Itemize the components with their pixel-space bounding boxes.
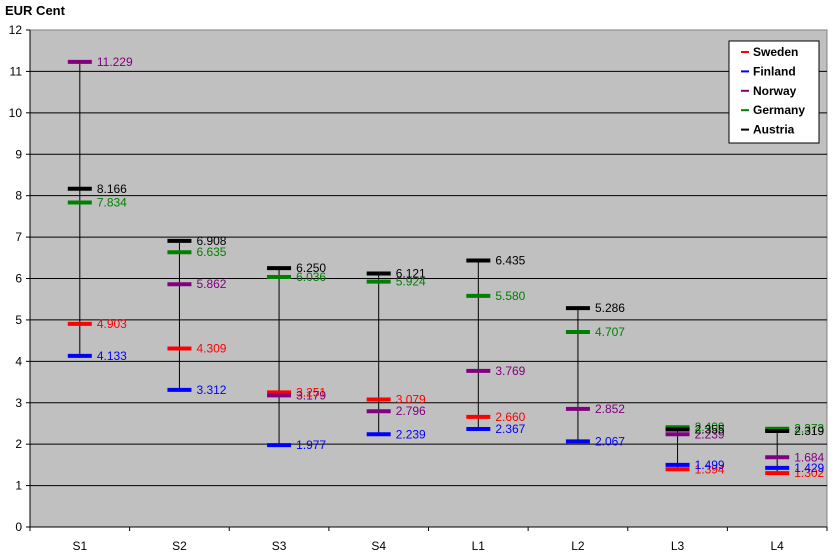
- norway-data-label: 11.229: [97, 55, 133, 69]
- finland-data-label: 1.429: [794, 461, 824, 475]
- y-tick-label: 10: [9, 106, 23, 120]
- y-tick-label: 3: [15, 396, 22, 410]
- x-tick-label: S3: [272, 539, 287, 553]
- austria-data-label: 8.166: [97, 182, 127, 196]
- sweden-data-label: 1.394: [695, 462, 725, 476]
- sweden-data-label: 1.302: [794, 466, 824, 480]
- norway-data-label: 5.862: [196, 277, 226, 291]
- finland-data-label: 2.239: [396, 427, 426, 441]
- y-tick-label: 1: [15, 479, 22, 493]
- austria-data-label: 6.908: [196, 234, 226, 248]
- sweden-data-label: 3.251: [296, 385, 326, 399]
- norway-data-label: 2.239: [695, 427, 725, 441]
- germany-data-label: 7.834: [97, 196, 127, 210]
- austria-data-label: 6.250: [296, 261, 326, 275]
- y-tick-label: 11: [10, 64, 23, 78]
- y-tick-label: 12: [9, 23, 23, 37]
- x-tick-label: S1: [72, 539, 87, 553]
- data-labels: 4.903 4.309 3.251 3.079 2.660 1.394 1.302 4.133…: [97, 55, 825, 480]
- finland-data-label: 4.133: [97, 349, 127, 363]
- austria-data-label: 2.355: [695, 422, 725, 436]
- austria-data-label: 2.319: [794, 424, 824, 438]
- norway-data-label: 2.796: [396, 404, 426, 418]
- sweden-data-label: 4.309: [196, 342, 226, 356]
- y-tick-label: 8: [15, 189, 22, 203]
- norway-data-label: 3.769: [495, 364, 525, 378]
- y-tick-label: 5: [15, 313, 22, 327]
- gridlines: [30, 70, 827, 487]
- x-tick-label: L1: [472, 539, 486, 553]
- y-tick-label: 9: [15, 147, 22, 161]
- legend-label-norway: Norway: [753, 84, 797, 98]
- austria-data-label: 5.286: [595, 301, 625, 315]
- finland-data-label: 1.499: [695, 458, 725, 472]
- germany-data-label: 2.373: [794, 422, 824, 436]
- norway-data-label: 2.852: [595, 402, 625, 416]
- germany-data-label: 6.036: [296, 270, 326, 284]
- x-tick-label: S4: [371, 539, 386, 553]
- x-axis-ticks: S1 S2 S3 S4 L1 L2 L3 L4: [29, 526, 828, 553]
- finland-data-label: 2.067: [595, 434, 625, 448]
- legend-label-austria: Austria: [753, 123, 795, 137]
- legend-box: [728, 40, 820, 144]
- finland-data-label: 2.367: [495, 422, 525, 436]
- legend-label-germany: Germany: [753, 103, 805, 117]
- y-axis-title: EUR Cent: [5, 3, 66, 18]
- legend-label-finland: Finland: [753, 64, 796, 78]
- y-tick-label: 7: [15, 230, 22, 244]
- data-marks: [67, 59, 790, 476]
- germany-data-label: 6.635: [196, 245, 226, 259]
- x-tick-label: L3: [671, 539, 685, 553]
- y-tick-label: 6: [15, 272, 22, 286]
- germany-data-label: 4.707: [595, 325, 625, 339]
- finland-data-label: 1.977: [296, 438, 326, 452]
- norway-data-label: 1.684: [794, 450, 824, 464]
- y-tick-label: 0: [15, 520, 22, 534]
- y-tick-label: 4: [15, 354, 22, 368]
- germany-data-label: 2.409: [695, 420, 725, 434]
- x-tick-label: L4: [771, 539, 785, 553]
- germany-data-label: 5.924: [396, 275, 426, 289]
- germany-data-label: 5.580: [495, 289, 525, 303]
- finland-data-label: 3.312: [196, 383, 226, 397]
- legend: Sweden Finland Norway Germany Austria: [728, 40, 820, 144]
- sweden-data-label: 4.903: [97, 317, 127, 331]
- sweden-data-label: 3.079: [396, 392, 426, 406]
- norway-data-label: 3.179: [296, 388, 326, 402]
- x-tick-label: L2: [571, 539, 585, 553]
- legend-label-sweden: Sweden: [753, 45, 798, 59]
- sweden-data-label: 2.660: [495, 410, 525, 424]
- x-tick-label: S2: [172, 539, 187, 553]
- austria-data-label: 6.121: [396, 266, 426, 280]
- austria-data-label: 6.435: [495, 253, 525, 267]
- y-tick-label: 2: [15, 437, 22, 451]
